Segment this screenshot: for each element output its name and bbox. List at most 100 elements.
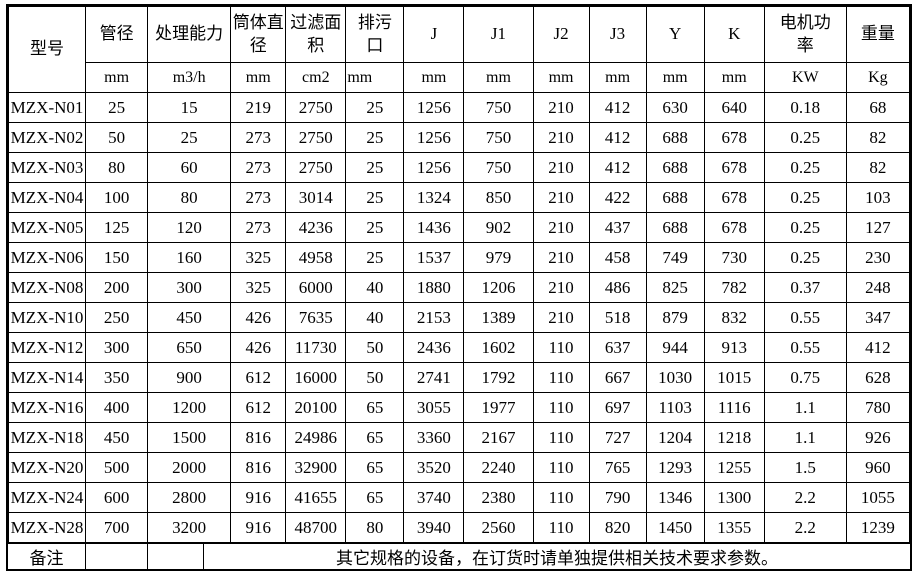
cell-value-12: 0.25 <box>763 212 847 243</box>
cell-value-5: 25 <box>345 182 405 213</box>
cell-model: MZX-N02 <box>7 122 87 153</box>
cell-value-9: 437 <box>588 212 647 243</box>
cell-value-7: 850 <box>463 182 534 213</box>
cell-value-3: 816 <box>230 452 287 483</box>
table-row: MZX-N02 50 25 273 2750 25 1256 750 210 412 688 678 0… <box>7 122 911 153</box>
cell-value-7: 2560 <box>463 512 534 543</box>
header-row-units: mm m3/h mm cm2 mm mm mm mm mm mm mm KW Kg <box>9 62 911 93</box>
cell-value-5: 25 <box>345 152 405 183</box>
cell-value-2: 1500 <box>147 422 232 453</box>
unit-col-8: mm <box>532 62 590 93</box>
cell-value-8: 210 <box>532 92 590 123</box>
cell-value-12: 0.55 <box>763 332 847 363</box>
cell-value-9: 412 <box>588 122 647 153</box>
cell-value-2: 120 <box>147 212 232 243</box>
cell-value-6: 1256 <box>403 152 465 183</box>
table-row: MZX-N08 200 300 325 6000 40 1880 1206 210 486 825 7… <box>7 272 911 303</box>
header-col-9: J3 <box>588 6 647 63</box>
cell-value-10: 688 <box>645 122 705 153</box>
cell-value-13: 1239 <box>845 512 911 543</box>
cell-value-7: 1792 <box>463 362 534 393</box>
cell-value-6: 3520 <box>403 452 465 483</box>
cell-model: MZX-N06 <box>7 242 87 273</box>
cell-value-9: 727 <box>588 422 647 453</box>
cell-value-12: 0.37 <box>763 272 847 303</box>
header-col-11: K <box>703 6 765 63</box>
cell-value-2: 2000 <box>147 452 232 483</box>
cell-value-13: 412 <box>845 332 911 363</box>
cell-value-3: 426 <box>230 332 287 363</box>
remark-label: 备注 <box>8 544 86 569</box>
spec-table: 型号 管径 处理能力 筒体直径 过滤面积 排污口 J J1 J2 J3 Y K 电机功率 重量 mm m3… <box>6 4 912 571</box>
cell-value-8: 210 <box>532 302 590 333</box>
cell-model: MZX-N03 <box>7 152 87 183</box>
cell-value-1: 50 <box>85 122 149 153</box>
header-row-labels: 型号 管径 处理能力 筒体直径 过滤面积 排污口 J J1 J2 J3 Y K 电机功率 重量 <box>7 6 911 93</box>
cell-value-9: 486 <box>588 272 647 303</box>
cell-value-6: 3360 <box>403 422 465 453</box>
cell-model: MZX-N16 <box>7 392 87 423</box>
cell-value-4: 4958 <box>285 242 347 273</box>
cell-value-5: 25 <box>345 212 405 243</box>
cell-value-8: 110 <box>532 332 590 363</box>
cell-value-5: 65 <box>345 452 405 483</box>
cell-value-3: 612 <box>230 362 287 393</box>
cell-value-3: 273 <box>230 182 287 213</box>
header-col-8: J2 <box>532 6 590 63</box>
unit-col-13: Kg <box>845 62 911 93</box>
table-row: MZX-N04 100 80 273 3014 25 1324 850 210 422 688 678… <box>7 182 911 213</box>
cell-model: MZX-N01 <box>7 92 87 123</box>
cell-value-13: 248 <box>845 272 911 303</box>
table-row: MZX-N28 700 3200 916 48700 80 3940 2560 110 820 14… <box>7 512 911 543</box>
cell-value-11: 1218 <box>703 422 765 453</box>
cell-value-8: 110 <box>532 452 590 483</box>
cell-value-1: 450 <box>85 422 149 453</box>
cell-value-3: 273 <box>230 122 287 153</box>
cell-value-13: 68 <box>845 92 911 123</box>
cell-value-13: 103 <box>845 182 911 213</box>
cell-model: MZX-N08 <box>7 272 87 303</box>
cell-value-1: 300 <box>85 332 149 363</box>
cell-value-6: 3940 <box>403 512 465 543</box>
cell-value-5: 40 <box>345 272 405 303</box>
cell-value-2: 300 <box>147 272 232 303</box>
cell-value-11: 678 <box>703 212 765 243</box>
cell-value-12: 0.18 <box>763 92 847 123</box>
cell-value-9: 765 <box>588 452 647 483</box>
cell-value-3: 273 <box>230 212 287 243</box>
cell-value-7: 2240 <box>463 452 534 483</box>
cell-value-3: 916 <box>230 512 287 543</box>
cell-value-5: 65 <box>345 422 405 453</box>
cell-value-10: 688 <box>645 152 705 183</box>
unit-col-9: mm <box>588 62 647 93</box>
unit-col-7: mm <box>463 62 534 93</box>
cell-value-10: 1030 <box>645 362 705 393</box>
cell-value-5: 65 <box>345 392 405 423</box>
cell-value-1: 25 <box>85 92 149 123</box>
cell-value-10: 879 <box>645 302 705 333</box>
table-row: MZX-N01 25 15 219 2750 25 1256 750 210 412 630 640 0… <box>7 92 911 123</box>
cell-value-13: 780 <box>845 392 911 423</box>
cell-value-1: 80 <box>85 152 149 183</box>
cell-value-2: 25 <box>147 122 232 153</box>
cell-value-5: 25 <box>345 122 405 153</box>
cell-value-6: 2153 <box>403 302 465 333</box>
header-col-12: 电机功率 <box>763 6 847 63</box>
cell-value-6: 1880 <box>403 272 465 303</box>
cell-value-11: 730 <box>703 242 765 273</box>
cell-value-7: 902 <box>463 212 534 243</box>
cell-value-13: 960 <box>845 452 911 483</box>
table-row: MZX-N12 300 650 426 11730 50 2436 1602 110 637 944… <box>7 332 911 363</box>
cell-value-13: 1055 <box>845 482 911 513</box>
cell-value-6: 1436 <box>403 212 465 243</box>
header-col-3: 筒体直径 <box>230 6 287 63</box>
cell-value-7: 2167 <box>463 422 534 453</box>
cell-value-7: 979 <box>463 242 534 273</box>
unit-col-6: mm <box>403 62 465 93</box>
remark-empty-cell-1 <box>86 544 148 569</box>
header-model: 型号 <box>7 6 87 93</box>
cell-model: MZX-N04 <box>7 182 87 213</box>
cell-value-6: 1256 <box>403 92 465 123</box>
cell-value-1: 600 <box>85 482 149 513</box>
cell-value-12: 0.75 <box>763 362 847 393</box>
